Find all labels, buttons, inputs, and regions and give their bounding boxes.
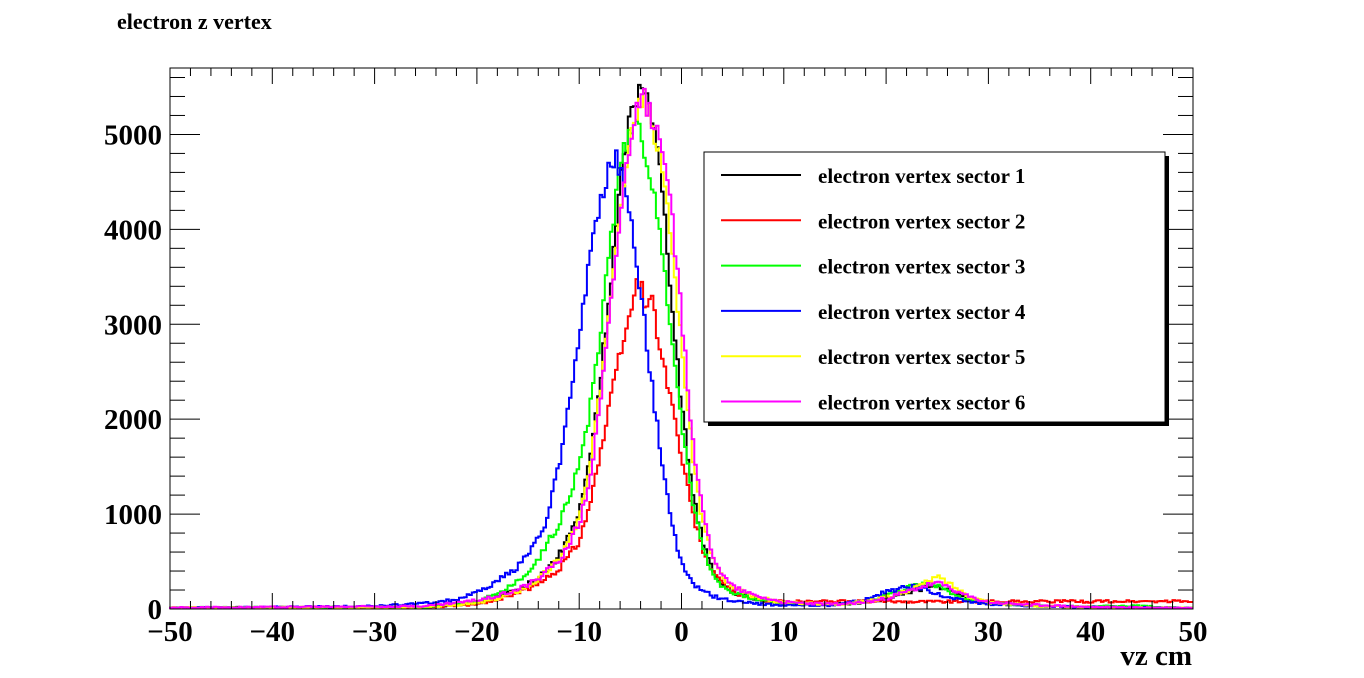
chart-title: electron z vertex: [117, 9, 272, 34]
x-tick-label: 0: [674, 616, 689, 648]
x-tick-label: −30: [352, 616, 398, 648]
y-tick-label: 5000: [104, 119, 162, 151]
series-line-sector-6: [169, 87, 1193, 610]
x-tick-label: 50: [1179, 616, 1208, 648]
y-tick-label: 2000: [104, 404, 162, 436]
y-tick-label: 4000: [104, 214, 162, 246]
y-tick-label: 0: [148, 594, 163, 626]
series-layer: [169, 83, 1193, 610]
x-tick-label: −10: [556, 616, 602, 648]
y-tick-label: 3000: [104, 309, 162, 341]
legend-label-sector-1: electron vertex sector 1: [818, 164, 1025, 188]
plot-frame: [169, 67, 1194, 610]
x-tick-label: −20: [454, 616, 500, 648]
legend-label-sector-5: electron vertex sector 5: [818, 345, 1025, 369]
legend-label-sector-3: electron vertex sector 3: [818, 255, 1025, 279]
x-tick-label: 40: [1076, 616, 1105, 648]
x-tick-label: 10: [769, 616, 798, 648]
x-tick-label: 20: [872, 616, 901, 648]
y-tick-labels: 0 1000 2000 3000 4000 5000: [104, 119, 162, 626]
legend: electron vertex sector 1 electron vertex …: [703, 151, 1169, 426]
legend-label-sector-2: electron vertex sector 2: [818, 209, 1025, 233]
x-tick-label: −50: [147, 616, 193, 648]
legend-label-sector-4: electron vertex sector 4: [818, 300, 1026, 324]
legend-label-sector-6: electron vertex sector 6: [818, 391, 1025, 415]
tick-marks: [169, 68, 1194, 610]
y-tick-label: 1000: [104, 499, 162, 531]
x-tick-label: 30: [974, 616, 1003, 648]
x-tick-label: −40: [250, 616, 296, 648]
x-tick-labels: −50 −40 −30 −20 −10 0 10 20 30 40 50: [147, 616, 1207, 648]
x-axis-label: vz cm: [1120, 640, 1192, 672]
legend-items: electron vertex sector 1 electron vertex …: [721, 164, 1026, 415]
legend-box: [703, 151, 1166, 423]
